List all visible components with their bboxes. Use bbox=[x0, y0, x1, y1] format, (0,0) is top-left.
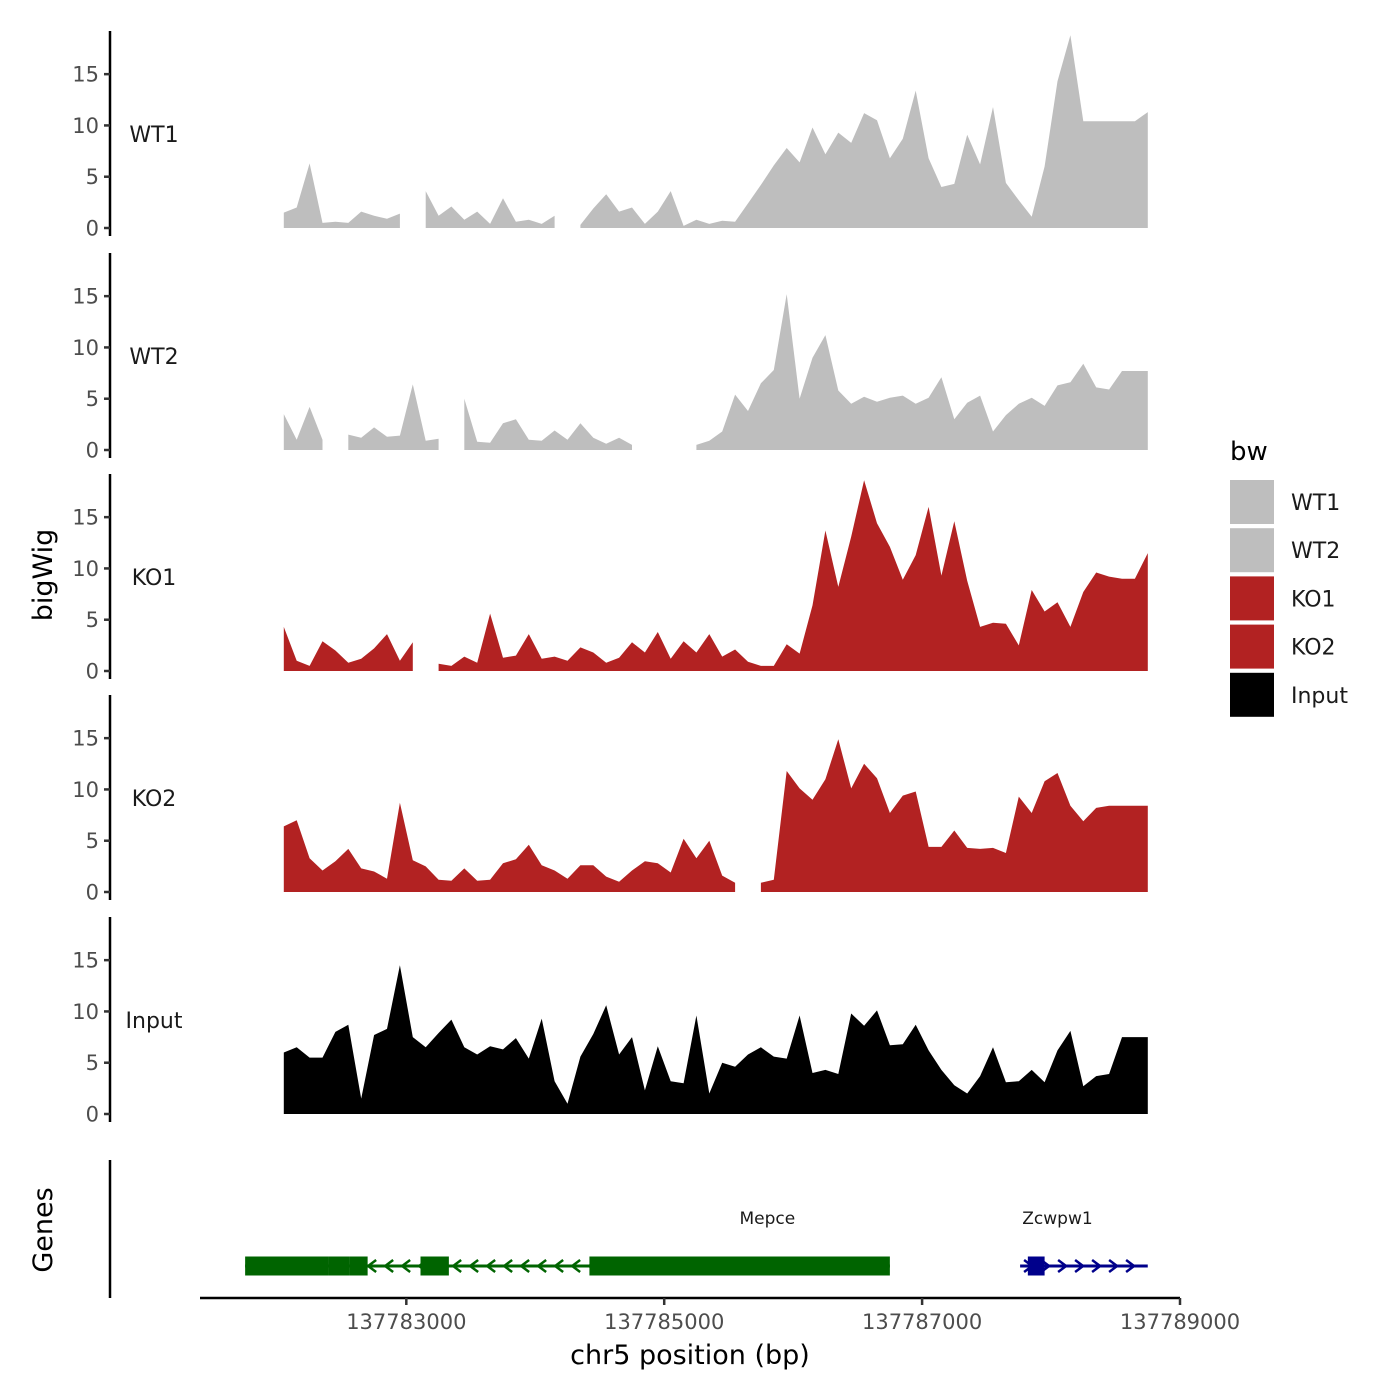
track-input: 0 5 10 15 Input bbox=[72, 917, 1148, 1127]
track-label: WT2 bbox=[129, 345, 178, 370]
y-tick-label: 5 bbox=[86, 829, 99, 853]
legend-swatch bbox=[1230, 673, 1274, 717]
legend-title: bw bbox=[1230, 437, 1268, 467]
y-tick-label: 15 bbox=[72, 63, 99, 87]
gene-mepce: Mepce bbox=[245, 1209, 890, 1276]
y-tick-label: 15 bbox=[72, 285, 99, 309]
x-tick-label: 137783000 bbox=[346, 1310, 466, 1334]
gene-panel: Mepce Zcwpw1 bbox=[110, 1160, 1148, 1298]
area-segment bbox=[284, 803, 735, 892]
legend-swatch bbox=[1230, 480, 1274, 524]
x-axis: 137783000 137785000 137787000 137789000 bbox=[200, 1298, 1240, 1334]
area-segment bbox=[696, 294, 1147, 450]
y-tick-label: 0 bbox=[86, 439, 99, 463]
legend-label: Input bbox=[1291, 684, 1348, 709]
track-label: WT1 bbox=[129, 123, 178, 148]
area-segment bbox=[284, 965, 1148, 1114]
area-segment bbox=[426, 191, 555, 228]
legend-swatch bbox=[1230, 528, 1274, 572]
legend-label: WT2 bbox=[1291, 539, 1340, 564]
track-label: KO2 bbox=[132, 787, 177, 812]
area-segment bbox=[439, 480, 1148, 671]
gene-exon bbox=[245, 1257, 329, 1276]
track-label: KO1 bbox=[132, 566, 177, 591]
y-tick-label: 0 bbox=[86, 881, 99, 905]
gene-exon bbox=[350, 1257, 368, 1276]
gene-name-label: Zcwpw1 bbox=[1022, 1209, 1092, 1229]
area-segment bbox=[284, 163, 400, 228]
y-tick-label: 15 bbox=[72, 506, 99, 530]
tracks-area: 0 5 10 15 WT1 0 5 10 15 WT2 0 5 10 15 KO1 0 5 10 15 KO2 0 5 10… bbox=[72, 31, 1148, 1127]
track-wt2: 0 5 10 15 WT2 bbox=[72, 253, 1148, 463]
legend: bw WT1 WT2 KO1 KO2 Input bbox=[1230, 437, 1348, 717]
legend-label: KO2 bbox=[1291, 636, 1336, 661]
y-tick-label: 10 bbox=[72, 336, 99, 360]
x-tick-label: 137785000 bbox=[604, 1310, 724, 1334]
track-label: Input bbox=[126, 1009, 183, 1034]
y-tick-label: 10 bbox=[72, 114, 99, 138]
y-tick-label: 5 bbox=[86, 165, 99, 189]
genes-axis-title: Genes bbox=[28, 1187, 59, 1272]
y-tick-label: 10 bbox=[72, 557, 99, 581]
y-tick-label: 10 bbox=[72, 778, 99, 802]
gene-exon bbox=[589, 1257, 889, 1276]
track-ko1: 0 5 10 15 KO1 bbox=[72, 474, 1148, 684]
area-segment bbox=[761, 739, 1148, 892]
figure: 0 5 10 15 WT1 0 5 10 15 WT2 0 5 10 15 KO1 0 5 10 15 KO2 0 5 10… bbox=[0, 0, 1400, 1400]
y-tick-label: 15 bbox=[72, 949, 99, 973]
x-tick-label: 137789000 bbox=[1120, 1310, 1240, 1334]
legend-swatch bbox=[1230, 576, 1274, 620]
legend-label: WT1 bbox=[1291, 491, 1340, 516]
y-tick-label: 0 bbox=[86, 1103, 99, 1127]
area-segment bbox=[348, 384, 438, 450]
y-tick-label: 0 bbox=[86, 660, 99, 684]
y-axis-title: bigWig bbox=[28, 529, 59, 622]
area-segment bbox=[580, 35, 1147, 228]
area-segment bbox=[284, 407, 323, 450]
y-tick-label: 5 bbox=[86, 387, 99, 411]
area-segment bbox=[464, 399, 632, 450]
area-segment bbox=[284, 627, 413, 671]
y-tick-label: 5 bbox=[86, 608, 99, 632]
gene-exon bbox=[329, 1257, 350, 1276]
y-tick-label: 15 bbox=[72, 727, 99, 751]
y-tick-label: 0 bbox=[86, 217, 99, 241]
track-wt1: 0 5 10 15 WT1 bbox=[72, 31, 1148, 241]
gene-name-label: Mepce bbox=[740, 1209, 796, 1229]
legend-swatch bbox=[1230, 625, 1274, 669]
y-tick-label: 5 bbox=[86, 1051, 99, 1075]
x-tick-label: 137787000 bbox=[862, 1310, 982, 1334]
gene-exon bbox=[1028, 1257, 1045, 1276]
gene-exon bbox=[421, 1257, 449, 1276]
legend-label: KO1 bbox=[1291, 587, 1336, 612]
track-ko2: 0 5 10 15 KO2 bbox=[72, 695, 1148, 905]
gene-zcwpw1: Zcwpw1 bbox=[1020, 1209, 1148, 1276]
y-tick-label: 10 bbox=[72, 1000, 99, 1024]
x-axis-title: chr5 position (bp) bbox=[570, 1340, 810, 1371]
